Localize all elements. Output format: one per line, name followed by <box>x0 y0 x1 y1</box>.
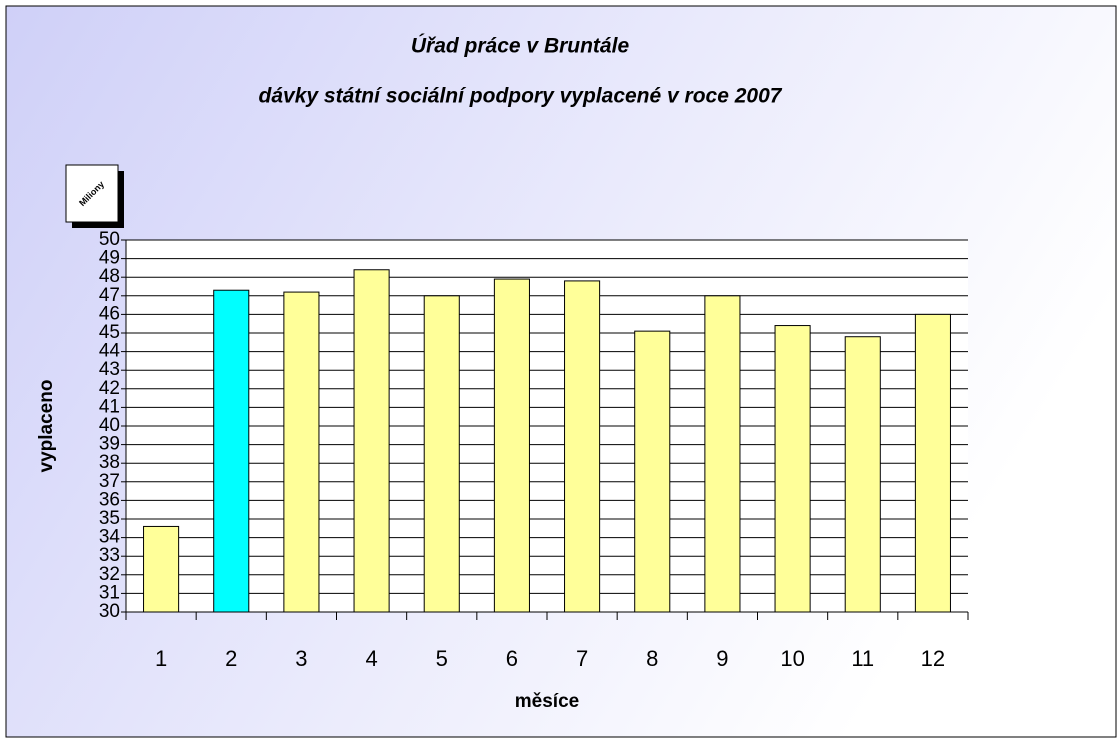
y-tick-label: 35 <box>99 508 120 529</box>
x-tick-label: 10 <box>780 646 804 671</box>
bar <box>213 289 250 613</box>
y-tick-label: 47 <box>99 285 120 306</box>
x-tick-label: 11 <box>851 646 874 671</box>
bar <box>564 280 601 613</box>
y-tick-label: 33 <box>99 545 120 566</box>
x-tick-label: 2 <box>225 646 237 671</box>
y-tick-label: 32 <box>99 564 120 585</box>
bar <box>423 295 460 613</box>
bar <box>844 336 881 613</box>
x-tick-label: 12 <box>921 646 945 671</box>
y-tick-label: 38 <box>99 452 120 473</box>
unit-badge <box>65 164 119 223</box>
x-axis-label: měsíce <box>515 691 579 712</box>
y-tick-label: 43 <box>99 359 120 380</box>
x-tick-label: 6 <box>506 646 518 671</box>
y-tick-label: 48 <box>99 266 120 287</box>
y-tick-label: 37 <box>99 471 120 492</box>
x-tick-label: 9 <box>716 646 728 671</box>
y-tick-label: 31 <box>99 582 120 603</box>
x-tick-label: 1 <box>155 646 167 671</box>
y-tick-label: 36 <box>99 489 120 510</box>
x-tick-label: 3 <box>295 646 307 671</box>
bar <box>353 269 390 613</box>
y-tick-label: 44 <box>99 341 121 362</box>
x-tick-label: 4 <box>365 646 377 671</box>
y-tick-label: 30 <box>99 601 120 622</box>
bar <box>143 525 180 613</box>
y-tick-label: 46 <box>99 303 120 324</box>
bar <box>493 278 530 613</box>
y-tick-label: 34 <box>99 527 121 548</box>
y-axis-label: vyplaceno <box>36 380 57 473</box>
y-tick-label: 41 <box>99 396 120 417</box>
y-tick-label: 39 <box>99 434 120 455</box>
bar <box>914 313 951 613</box>
chart-title: Úřad práce v Bruntále <box>411 34 630 58</box>
chart-subtitle: dávky státní sociální podpory vyplacené … <box>259 85 783 108</box>
y-tick-label: 40 <box>99 415 120 436</box>
x-tick-label: 8 <box>646 646 658 671</box>
bar <box>774 325 811 613</box>
x-tick-label: 5 <box>436 646 448 671</box>
bar <box>634 330 671 613</box>
y-tick-label: 42 <box>99 378 120 399</box>
bar <box>283 291 320 613</box>
y-tick-label: 49 <box>99 248 120 269</box>
x-tick-label: 7 <box>576 646 588 671</box>
bar <box>704 295 741 613</box>
y-tick-label: 50 <box>99 229 120 250</box>
y-tick-label: 45 <box>99 322 120 343</box>
